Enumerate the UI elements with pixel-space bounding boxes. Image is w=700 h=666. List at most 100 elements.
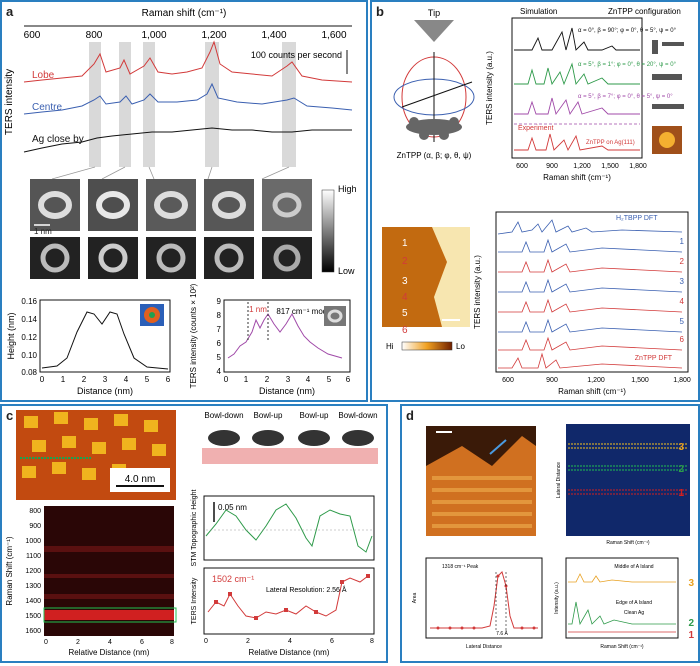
b-stm-lo: Lo <box>456 342 465 351</box>
a-ters-xtick: 5 <box>327 375 332 384</box>
a-height-xtick: 1 <box>61 375 66 384</box>
b-stm-hi: Hi <box>386 342 394 351</box>
b-xtick-top: 1,500 <box>601 163 619 170</box>
d-spec-num: 2 <box>688 618 694 629</box>
b-stm-scale: 2 nm <box>444 327 462 336</box>
c-map-ytick: 1200 <box>25 568 41 575</box>
c-map-xtick: 0 <box>44 639 48 646</box>
panel-c-tag: c <box>6 408 14 423</box>
a-ters-xtick: 0 <box>224 375 229 384</box>
c-bowl-label: Bowl-up <box>300 411 329 420</box>
d-peak-title: 1318 cm⁻¹ Peak <box>442 564 479 570</box>
a-height-xtick: 6 <box>166 375 171 384</box>
b-stm-numbers: 1 2 3 4 5 6 <box>402 238 408 336</box>
b-trace-num: 2 <box>680 257 685 266</box>
a-height-xtick: 3 <box>103 375 108 384</box>
svg-text:1: 1 <box>402 238 408 249</box>
c-bowl-label: Bowl-down <box>338 411 377 420</box>
b-config-2: α = 5°, β = 1°; φ = 0°, θ = 20°, ψ = 0° <box>578 62 677 68</box>
c-map-ytick: 1000 <box>25 538 41 545</box>
svg-text:5: 5 <box>402 308 408 319</box>
b-config-title: ZnTPP configuration <box>608 7 681 16</box>
a-ters-mode: 817 cm⁻¹ mode <box>276 307 332 316</box>
c-map-ytick: 1400 <box>25 598 41 605</box>
panel-c: c 4.0 nm Raman Shift (cm⁻¹) 800 900 1000… <box>0 404 388 663</box>
d-peak-value: 7.6 Å <box>496 630 508 637</box>
a-height-xtick: 4 <box>124 375 129 384</box>
b-molecule-label: ZnTPP (α, β; φ, θ, ψ) <box>397 151 472 160</box>
c-ters-xlabel: Relative Distance (nm) <box>249 648 330 657</box>
d-map-num: 3 <box>678 442 684 453</box>
b-exp-label: Experiment <box>518 125 553 132</box>
d-spec-num: 3 <box>688 578 694 589</box>
b-trace-num: 4 <box>680 297 685 306</box>
c-bowl-label: Bowl-up <box>254 411 283 420</box>
c-map-xtick: 6 <box>140 639 144 646</box>
d-raman-map <box>566 424 690 536</box>
d-map-ylabel: Lateral Distance <box>556 462 562 498</box>
b-trace-num: 1 <box>680 237 685 246</box>
c-map-xtick: 8 <box>170 639 174 646</box>
c-ters-xtick: 6 <box>330 638 334 645</box>
a-trace-lobe <box>23 40 353 83</box>
panel-a: a Raman shift (cm⁻¹) 600 800 1,000 1,200… <box>0 0 368 402</box>
d-peak-ylabel: Area <box>412 593 418 604</box>
b-xtick-top: 1,800 <box>629 163 647 170</box>
d-spec-xlabel: Raman Shift (cm⁻¹) <box>600 644 644 650</box>
a-height-ylabel: Height (nm) <box>6 312 16 359</box>
panel-d-figure: Lateral Distance Raman Shift (cm⁻¹) 3 2 … <box>412 424 694 650</box>
d-spec-label: Middle of A Island <box>614 564 653 570</box>
b-xtick-bot: 1,500 <box>631 377 649 384</box>
a-top-tick: 600 <box>24 30 41 41</box>
a-top-tick: 1,200 <box>201 30 226 41</box>
d-peak-curve <box>430 571 538 629</box>
b-molecule <box>406 117 462 140</box>
a-ters-xlabel: Distance (nm) <box>259 386 315 396</box>
c-scale: 4.0 nm <box>125 474 156 485</box>
b-xtick-top: 1,200 <box>573 163 591 170</box>
b-config-3: α = 5°, β = 7°; φ = 0°, θ = 5°, ψ = 0° <box>578 94 673 100</box>
d-map-num: 2 <box>678 464 684 475</box>
svg-text:6: 6 <box>402 325 408 336</box>
a-ters-ylabel: TERS intensity (counts × 10²) <box>189 283 198 388</box>
b-xtick-top: 900 <box>546 163 558 170</box>
panel-b: b Tip ZnTPP (α, β; φ, θ, ψ) Simulation Z… <box>370 0 700 402</box>
a-height-ytick: 0.08 <box>21 368 37 377</box>
a-ters-xtick: 4 <box>306 375 311 384</box>
b-config-1: α = 0°, β = 90°; φ = 0°, θ = 5°, ψ = 0° <box>578 28 677 34</box>
c-map-ytick: 1500 <box>25 613 41 620</box>
c-ters-xtick: 8 <box>370 638 374 645</box>
b-zntpp-dft: ZnTPP DFT <box>635 355 673 362</box>
b-xlabel-bot: Raman shift (cm⁻¹) <box>558 387 626 396</box>
a-highlight-bands <box>89 42 296 167</box>
b-h2tbpp: H₂TBPP DFT <box>616 215 658 222</box>
a-height-xlabel: Distance (nm) <box>77 386 133 396</box>
a-colorbar <box>321 189 335 273</box>
b-ylabel-top: TERS intensity (a.u.) <box>485 51 494 125</box>
panel-d: d Lateral Distance Raman Shift (cm⁻¹) 3 … <box>400 404 700 663</box>
a-trace-label-centre: Centre <box>32 102 62 113</box>
a-height-xtick: 5 <box>145 375 150 384</box>
panel-c-figure: 4.0 nm Raman Shift (cm⁻¹) 800 900 1000 1… <box>5 410 378 657</box>
c-ters-xtick: 2 <box>246 638 250 645</box>
a-ters-xtick: 6 <box>346 375 351 384</box>
c-lateral-line1: Lateral Resolution: 2.56 Å <box>266 585 347 594</box>
a-ters-ytick: 8 <box>217 311 222 320</box>
c-ters-ylabel: TERS Intensity <box>191 577 198 624</box>
a-scale-1nm: 1 nm <box>34 227 52 236</box>
b-xtick-bot: 1,800 <box>673 377 691 384</box>
b-xtick-top: 600 <box>516 163 528 170</box>
c-ters-peak: 1502 cm⁻¹ <box>212 574 254 584</box>
c-stm-curve <box>205 503 373 553</box>
a-stm-row-sim <box>30 237 312 279</box>
a-ylabel: TERS intensity <box>4 69 15 135</box>
panel-d-tag: d <box>406 408 414 423</box>
c-map-xtick: 4 <box>108 639 112 646</box>
b-trace-num: 6 <box>680 335 685 344</box>
a-height-xtick: 2 <box>82 375 87 384</box>
b-xtick-bot: 1,200 <box>587 377 605 384</box>
a-height-ytick: 0.16 <box>21 297 37 306</box>
d-spec-ylabel: Intensity (a.u.) <box>554 582 560 614</box>
a-ters-gap: 1 nm <box>249 305 267 314</box>
b-sim-label: Simulation <box>520 7 557 16</box>
